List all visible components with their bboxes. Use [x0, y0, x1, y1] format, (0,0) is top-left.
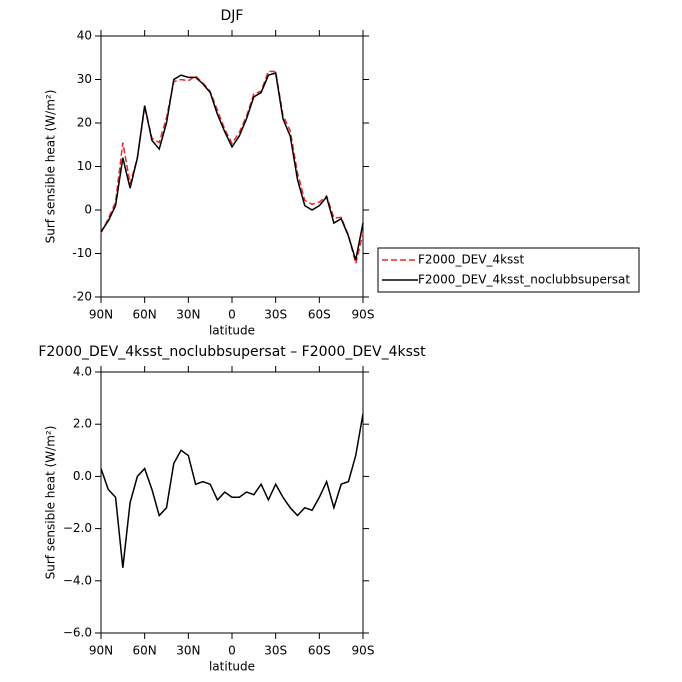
- plot-frame: [100, 371, 364, 634]
- x-tick-label: 60N: [133, 308, 157, 322]
- y-tick-label: −6.0: [63, 626, 92, 640]
- x-axis-label: latitude: [209, 660, 255, 674]
- x-tick-label: 60N: [133, 644, 157, 658]
- chart-title: F2000_DEV_4ksst_noclubbsupersat – F2000_…: [38, 344, 426, 360]
- legend-label: F2000_DEV_4ksst_noclubbsupersat: [418, 273, 630, 287]
- legend-label: F2000_DEV_4ksst: [418, 253, 525, 267]
- chart-title: DJF: [221, 8, 244, 24]
- y-tick-label: -10: [72, 246, 92, 260]
- series-line: [100, 72, 364, 261]
- x-tick-label: 90N: [89, 308, 113, 322]
- x-tick-label: 0: [228, 308, 236, 322]
- x-tick-label: 60S: [308, 644, 331, 658]
- x-tick-label: 90S: [352, 308, 375, 322]
- y-tick-label: 2.0: [73, 417, 92, 431]
- x-tick-label: 60S: [308, 308, 331, 322]
- y-tick-label: 4.0: [73, 365, 92, 379]
- x-tick-label: 30N: [176, 308, 200, 322]
- x-tick-label: 0: [228, 644, 236, 658]
- y-axis-label: Surf sensible heat (W/m²): [44, 426, 58, 580]
- y-tick-label: 30: [77, 72, 92, 86]
- y-tick-label: 40: [77, 29, 92, 43]
- plot-frame: [100, 35, 364, 298]
- y-tick-label: 10: [77, 159, 92, 173]
- series-line: [100, 413, 364, 568]
- series-line: [100, 70, 364, 264]
- y-tick-label: 0.0: [73, 469, 92, 483]
- y-tick-label: −2.0: [63, 521, 92, 535]
- y-tick-label: −4.0: [63, 573, 92, 587]
- x-axis-label: latitude: [209, 324, 255, 338]
- y-tick-label: -20: [72, 290, 92, 304]
- y-tick-label: 0: [84, 203, 92, 217]
- x-tick-label: 30N: [176, 644, 200, 658]
- y-tick-label: 20: [77, 116, 92, 130]
- x-tick-label: 30S: [264, 308, 287, 322]
- x-tick-label: 90S: [352, 644, 375, 658]
- y-axis-label: Surf sensible heat (W/m²): [44, 90, 58, 244]
- x-tick-label: 30S: [264, 644, 287, 658]
- legend-box: [377, 247, 640, 293]
- x-tick-label: 90N: [89, 644, 113, 658]
